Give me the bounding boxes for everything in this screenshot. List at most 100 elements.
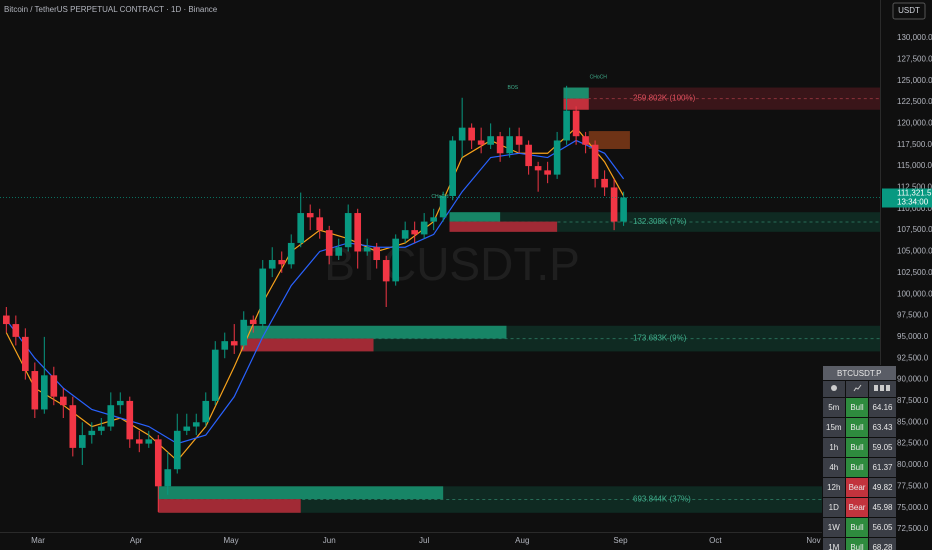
trend: Bull (844, 457, 870, 478)
order-block (449, 221, 558, 232)
trend-table: BTCUSDT.P 5m Bull 64.16 15m Bull 63.43 1h Bull 5… (822, 365, 897, 550)
candle-body (173, 430, 181, 470)
value: 56.05 (868, 517, 897, 538)
candle-body (591, 144, 599, 179)
y-tick-label: 102,500.0 (897, 268, 932, 277)
y-tick-label: 120,000.0 (897, 119, 932, 128)
candle-body (154, 439, 162, 487)
candle-body (382, 260, 390, 282)
countdown: 13:34:00 (897, 198, 929, 207)
y-tick-label: 125,000.0 (897, 76, 932, 85)
icon (822, 380, 846, 398)
value: 68.28 (868, 537, 897, 550)
candle-body (392, 238, 400, 282)
candle-body (525, 144, 532, 167)
timeframe: 12h (822, 477, 846, 498)
zone-label: 259.802K (100%) (633, 94, 696, 103)
icon (868, 380, 897, 398)
candle-body (363, 247, 371, 252)
candle-body (278, 260, 286, 265)
candle-body (601, 178, 608, 188)
candle-body (126, 400, 134, 440)
order-block (563, 87, 589, 99)
y-tick-label: 100,000.0 (897, 289, 932, 298)
y-tick-label: 80,000.0 (897, 460, 929, 469)
candle-body (88, 430, 96, 436)
annotation: CHoCH (590, 75, 608, 81)
candle-body (145, 439, 153, 444)
value: 49.82 (868, 477, 897, 498)
candle-body (534, 166, 542, 171)
candle-body (202, 400, 210, 423)
y-tick-label: 112,500.0 (897, 183, 932, 192)
value: 61.37 (868, 457, 897, 478)
order-block (449, 212, 501, 222)
candle-body (582, 136, 589, 145)
candle-body (230, 341, 238, 346)
icon (844, 380, 870, 398)
y-tick-label: 127,500.0 (897, 54, 932, 63)
timeframe: 5m (822, 397, 846, 418)
candle-body (268, 260, 276, 269)
candle-body (487, 136, 494, 145)
candle-body (373, 247, 381, 261)
candle-body (563, 110, 570, 141)
x-tick-label: Oct (709, 536, 722, 545)
candle-body (135, 439, 143, 444)
candle-body (354, 213, 362, 252)
y-tick-label: 130,000.0 (897, 33, 932, 42)
candle-body (335, 247, 343, 256)
candle-body (259, 268, 267, 325)
table-row: 1D Bear 45.98 (822, 497, 897, 518)
trend: Bull (844, 517, 870, 538)
candle-body (40, 375, 48, 410)
moving-average (5, 126, 625, 462)
timeframe: 15m (822, 417, 846, 438)
table-row: 5m Bull 64.16 (822, 397, 897, 418)
y-tick-label: 87,500.0 (897, 396, 929, 405)
order-block (563, 98, 589, 110)
candle-body (316, 217, 324, 231)
currency-button[interactable] (892, 2, 926, 20)
moving-average (5, 139, 625, 445)
order-block (569, 87, 880, 110)
x-tick-label: Jul (419, 536, 429, 545)
candle-body (78, 435, 86, 448)
table-row: 1h Bull 59.05 (822, 437, 897, 458)
trend: Bear (844, 477, 870, 498)
candle-body (249, 319, 257, 325)
value: 45.98 (868, 497, 897, 518)
candle-body (50, 375, 58, 397)
timeframe: 1W (822, 517, 846, 538)
y-tick-label: 107,500.0 (897, 225, 932, 234)
x-tick-label: Apr (130, 536, 143, 545)
candle-body (164, 469, 172, 487)
candle-body (22, 336, 29, 372)
y-tick-label: 90,000.0 (897, 375, 929, 384)
currency-button-label[interactable]: USDT (898, 6, 920, 15)
trend: Bull (844, 397, 870, 418)
y-tick-label: 82,500.0 (897, 439, 929, 448)
value: 59.05 (868, 437, 897, 458)
plot-area: BTCUSDT.P 259.802K (100%) 132.308K (7%) 173… (0, 75, 880, 513)
candle-body (411, 230, 418, 235)
last-price-tag (882, 188, 932, 208)
x-tick-label: Nov (806, 536, 820, 545)
icon-row (822, 380, 897, 398)
candle-body (496, 136, 504, 154)
timeframe: 1D (822, 497, 846, 518)
candle-body (344, 213, 352, 248)
trend: Bull (844, 417, 870, 438)
y-tick-label: 75,000.0 (897, 503, 929, 512)
timeframe: 1M (822, 537, 846, 550)
table-row: 12h Bear 49.82 (822, 477, 897, 498)
timeframe: 1h (822, 437, 846, 458)
candle-body (401, 230, 409, 239)
table-row: 15m Bull 63.43 (822, 417, 897, 438)
candle-body (420, 221, 428, 235)
annotation: CHoCH (431, 194, 449, 200)
candle-body (610, 187, 618, 222)
table-row: 1W Bull 56.05 (822, 517, 897, 538)
x-tick-label: Sep (613, 536, 628, 545)
